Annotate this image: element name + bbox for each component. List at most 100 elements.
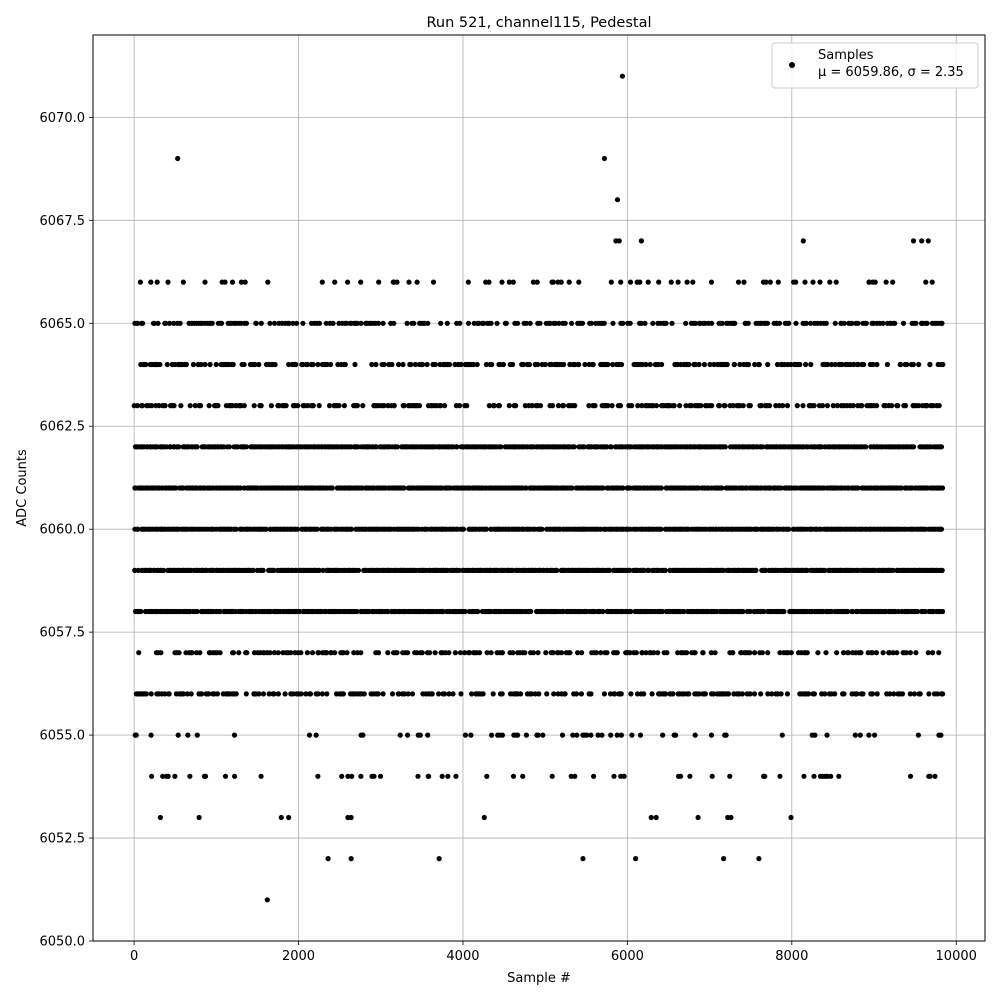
data-point <box>389 691 396 697</box>
data-point <box>753 567 759 574</box>
data-point <box>396 691 402 697</box>
data-point <box>539 526 545 532</box>
data-point <box>841 320 847 326</box>
data-point <box>899 691 906 697</box>
data-point <box>938 526 945 532</box>
data-point <box>824 732 830 738</box>
data-point <box>777 650 783 656</box>
data-point <box>924 403 930 409</box>
data-point <box>458 361 464 368</box>
data-point <box>808 361 814 368</box>
data-point <box>573 691 580 697</box>
data-point <box>822 691 828 697</box>
data-point <box>609 403 615 409</box>
data-point <box>850 403 856 409</box>
data-point <box>765 650 771 656</box>
data-point <box>677 403 683 409</box>
data-point <box>286 320 292 326</box>
data-point <box>232 773 238 779</box>
data-point <box>360 403 366 409</box>
data-point <box>907 773 914 779</box>
data-point <box>763 279 769 285</box>
data-point <box>709 773 715 779</box>
data-point <box>462 732 469 738</box>
data-point <box>162 403 168 409</box>
data-point <box>230 361 236 368</box>
data-point-outlier <box>756 856 762 862</box>
data-point <box>290 320 296 326</box>
data-point <box>719 485 725 491</box>
data-point <box>260 691 266 697</box>
data-point <box>702 691 709 697</box>
data-point <box>641 567 647 574</box>
data-point <box>560 403 567 409</box>
data-point <box>529 403 535 409</box>
data-point <box>784 403 791 409</box>
data-point <box>361 691 367 697</box>
data-point <box>474 361 480 368</box>
data-point <box>202 279 208 285</box>
data-point <box>574 732 580 738</box>
data-point <box>639 403 645 409</box>
y-tick-label: 6060.0 <box>40 523 86 538</box>
data-point <box>229 279 236 285</box>
data-point <box>824 361 831 368</box>
data-point <box>568 773 574 779</box>
data-point <box>827 279 833 285</box>
data-point <box>629 403 635 409</box>
data-point <box>133 732 139 738</box>
data-point <box>256 361 262 368</box>
data-point <box>275 691 281 697</box>
data-point <box>315 361 321 368</box>
data-point <box>581 444 587 450</box>
data-point <box>464 403 470 409</box>
data-point <box>940 608 946 615</box>
y-axis-ticks: 6050.0 6052.5 6055.0 6057.5 6060.0 6062.5 6065… <box>40 111 93 950</box>
data-point <box>499 650 505 656</box>
data-point <box>740 403 746 409</box>
data-point <box>268 403 274 409</box>
data-point <box>499 691 505 697</box>
data-point <box>869 691 876 697</box>
data-point <box>752 361 758 368</box>
data-point <box>483 361 489 368</box>
data-point <box>185 732 191 738</box>
data-point <box>737 361 743 368</box>
data-point <box>266 691 272 697</box>
data-point-outlier <box>348 814 354 821</box>
data-point-outlier <box>619 73 626 79</box>
data-point-outlier <box>653 814 659 821</box>
data-point <box>171 403 177 409</box>
data-point <box>638 320 645 326</box>
data-point <box>598 650 604 656</box>
data-point <box>866 732 872 738</box>
data-point <box>460 526 466 532</box>
data-point <box>385 608 391 615</box>
data-point <box>607 691 614 697</box>
data-point <box>811 403 817 409</box>
data-point <box>243 320 250 326</box>
data-point <box>655 650 661 656</box>
data-point <box>528 608 534 615</box>
data-point <box>140 320 146 326</box>
data-point <box>784 691 791 697</box>
data-point <box>310 403 316 409</box>
data-point <box>138 608 144 615</box>
data-point <box>618 732 625 738</box>
data-point <box>310 361 316 368</box>
data-point <box>778 691 784 697</box>
data-point <box>858 650 864 656</box>
y-axis-label: ADC Counts <box>15 449 30 527</box>
data-point <box>915 732 922 738</box>
data-point <box>176 650 182 656</box>
data-point <box>890 279 896 285</box>
data-point <box>136 650 142 656</box>
data-point <box>394 444 400 450</box>
data-point <box>381 361 387 368</box>
data-point <box>438 403 444 409</box>
data-point <box>446 650 452 656</box>
data-point <box>569 320 575 326</box>
data-point <box>298 650 304 656</box>
data-point <box>618 361 625 368</box>
data-point <box>635 403 641 409</box>
